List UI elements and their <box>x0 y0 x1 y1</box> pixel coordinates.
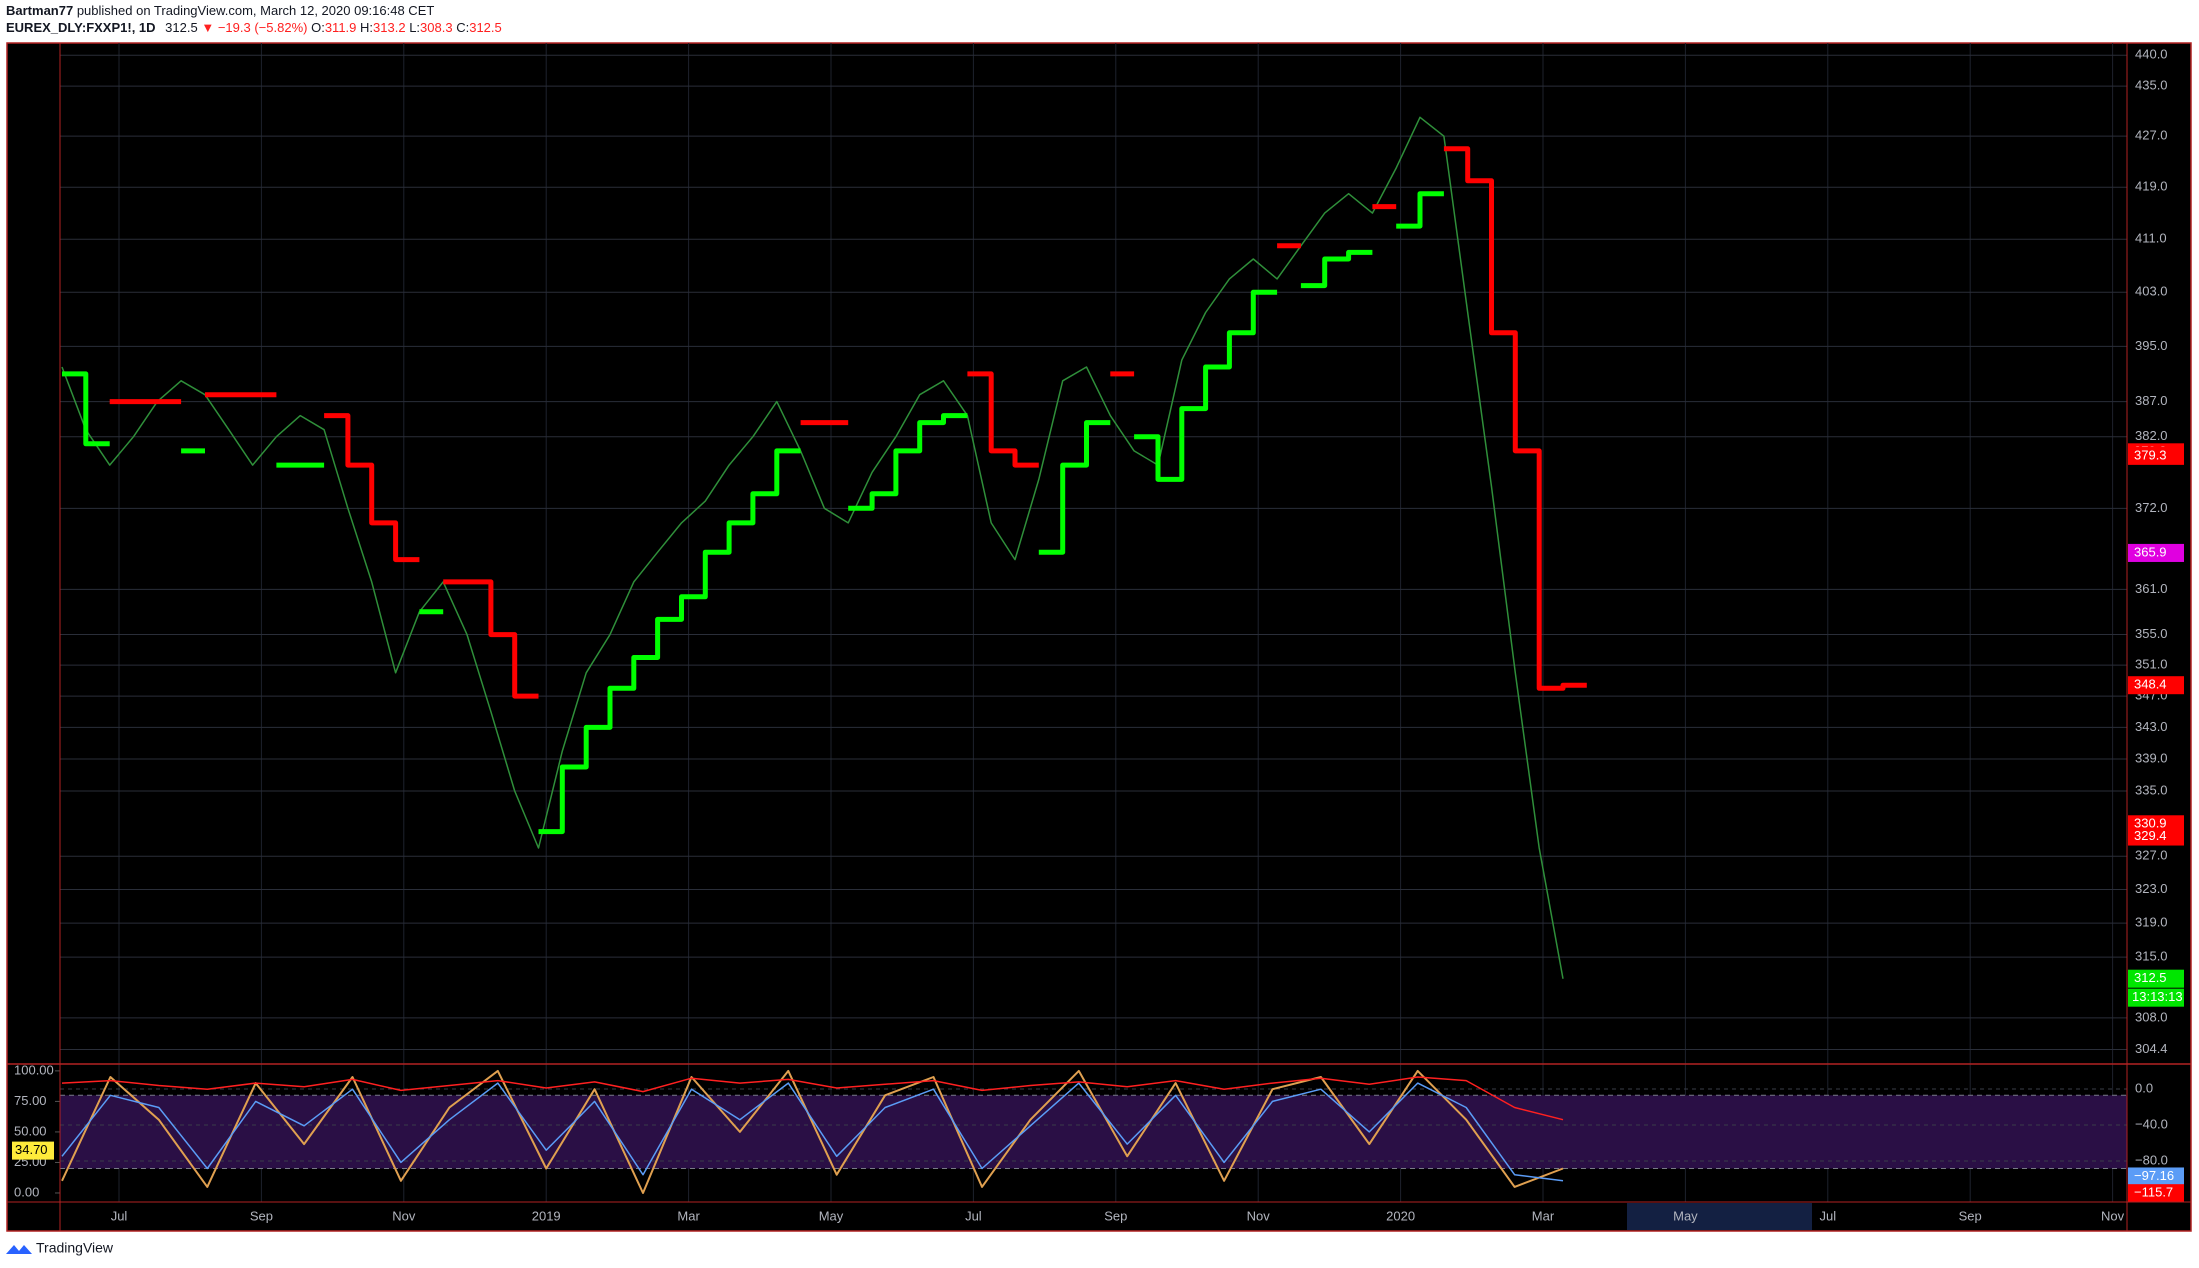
y-tick-label: 382.0 <box>2135 428 2168 443</box>
x-tick-label: 2020 <box>1386 1208 1415 1223</box>
x-tick-label: Mar <box>1532 1208 1555 1223</box>
y-tick-label: 100.00 <box>14 1062 54 1077</box>
y-tick-label: 435.0 <box>2135 78 2168 93</box>
x-tick-label: Sep <box>250 1208 273 1223</box>
y-tick-label: 308.0 <box>2135 1009 2168 1024</box>
y-tick-label: 75.00 <box>14 1093 47 1108</box>
y-tick-label: 419.0 <box>2135 179 2168 194</box>
y-tick-label: 351.0 <box>2135 657 2168 672</box>
price-tag-label: 379.3 <box>2134 447 2167 462</box>
series-line <box>109 146 1587 699</box>
x-tick-label: Jul <box>1819 1208 1836 1223</box>
x-tick-label: May <box>819 1208 844 1223</box>
ohlc-value: 313.2 <box>373 20 406 35</box>
y-tick-label: 327.0 <box>2135 848 2168 863</box>
y-tick-label: 315.0 <box>2135 949 2168 964</box>
price-tag-label: 329.4 <box>2134 828 2167 843</box>
price-tag-label: 330.9 <box>2134 816 2167 831</box>
price-tag <box>2128 969 2184 988</box>
brand: TradingView <box>36 1240 114 1256</box>
indicator-tag-label: −97.16 <box>2134 1168 2174 1183</box>
ohlc-value: 308.3 <box>420 20 453 35</box>
y-tick-label: 395.0 <box>2135 338 2168 353</box>
x-tick-label: Mar <box>677 1208 700 1223</box>
y-tick-label: 304.4 <box>2135 1041 2168 1056</box>
ohlc-label: O: <box>311 20 325 35</box>
indicator-tag-label: −115.7 <box>2134 1185 2173 1200</box>
y-tick-label: 339.0 <box>2135 750 2168 765</box>
y-tick-label: 387.0 <box>2135 393 2168 408</box>
ohlc-value: 312.5 <box>469 20 502 35</box>
price-tag <box>2128 676 2184 695</box>
direction-arrow: ▼ <box>201 20 214 35</box>
indicator-tag <box>12 1141 54 1160</box>
series-line <box>61 116 1564 979</box>
x-tick-label: Sep <box>1959 1208 1982 1223</box>
y-tick-label: 372.0 <box>2135 500 2168 515</box>
y-tick-label: 50.00 <box>14 1123 47 1138</box>
price-tag <box>2128 543 2184 562</box>
y-tick-label: 440.0 <box>2135 47 2168 62</box>
series-line <box>61 1076 1564 1121</box>
y-tick-label: 427.0 <box>2135 128 2168 143</box>
author: Bartman77 <box>6 3 73 18</box>
series-line <box>62 191 1444 835</box>
ohlc-label: H: <box>360 20 373 35</box>
change: −19.3 (−5.82%) <box>218 20 308 35</box>
ohlc-value: 311.9 <box>325 20 357 35</box>
x-tick-label: Jul <box>111 1208 128 1223</box>
symbol: EUREX_DLY:FXXP1!, 1D <box>6 20 156 35</box>
y-tick-label: 361.0 <box>2135 581 2168 596</box>
y2-tick-label: −40.0 <box>2135 1116 2168 1131</box>
y-tick-label: 319.0 <box>2135 915 2168 930</box>
ohlc-label: C: <box>456 20 469 35</box>
y2-tick-label: 0.0 <box>2135 1080 2153 1095</box>
x-tick-label: Sep <box>1104 1208 1127 1223</box>
y-tick-label: 323.0 <box>2135 881 2168 896</box>
logo <box>6 1245 32 1254</box>
chart-panel <box>6 42 2192 1232</box>
x-tick-label: May <box>1673 1208 1698 1223</box>
countdown-label: 13:13:13 <box>2132 989 2183 1004</box>
y2-tick-label: −80.0 <box>2135 1152 2168 1167</box>
price-tag-label: 312.5 <box>2134 970 2167 985</box>
x-tick-label: 2019 <box>532 1208 561 1223</box>
chart-layer: Jul Sep Nov 2019 Mar May Jul Sep Nov 2020 Mar May Ju… <box>12 43 2184 1223</box>
time-highlight <box>1627 1203 1812 1230</box>
x-tick-label: Nov <box>392 1208 416 1223</box>
price-tag <box>2128 446 2184 465</box>
price-tag-label: 348.4 <box>2134 677 2167 692</box>
last-price: 312.5 <box>165 20 198 35</box>
x-tick-label: Nov <box>2101 1208 2125 1223</box>
price-tag-label: 365.9 <box>2134 544 2167 559</box>
y-tick-label: 335.0 <box>2135 782 2168 797</box>
ohlc-label: L: <box>409 20 420 35</box>
header-line-2: EUREX_DLY:FXXP1!, 1D 312.5 ▼ −19.3 (−5.8… <box>6 20 502 35</box>
price-tag <box>2128 827 2184 846</box>
y-tick-label: 411.0 <box>2135 231 2167 246</box>
indicator-tag <box>2128 1167 2184 1186</box>
indicator-tag <box>2128 1184 2184 1203</box>
x-tick-label: Nov <box>1247 1208 1271 1223</box>
countdown-tag <box>2128 988 2184 1007</box>
x-tick-label: Jul <box>965 1208 982 1223</box>
y-tick-label: 355.0 <box>2135 626 2168 641</box>
series-line <box>61 1082 1564 1182</box>
y-tick-label: 403.0 <box>2135 284 2168 299</box>
header-line-1: Bartman77 published on TradingView.com, … <box>6 3 434 18</box>
indicator-tag-label: 34.70 <box>15 1142 48 1157</box>
published: published on TradingView.com, March 12, … <box>77 3 435 18</box>
y-tick-label: 0.00 <box>14 1184 39 1199</box>
y-tick-label: 343.0 <box>2135 719 2168 734</box>
band <box>60 1095 2127 1169</box>
